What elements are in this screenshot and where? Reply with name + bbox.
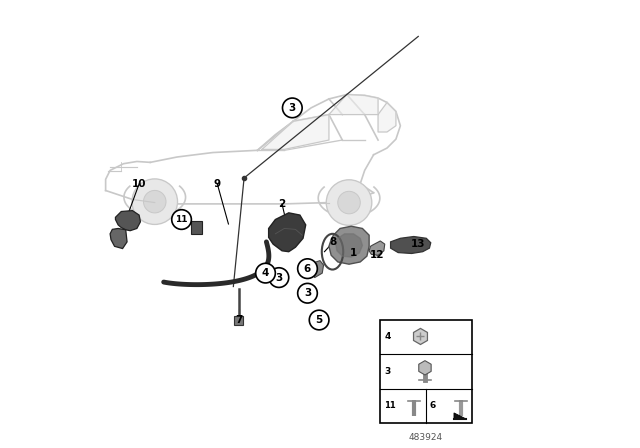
- Text: 6: 6: [429, 401, 436, 410]
- Text: 9: 9: [214, 179, 221, 189]
- Polygon shape: [335, 234, 362, 257]
- Circle shape: [256, 263, 275, 283]
- FancyBboxPatch shape: [191, 221, 202, 234]
- Text: 3: 3: [275, 272, 282, 283]
- Polygon shape: [390, 237, 431, 254]
- Polygon shape: [115, 211, 140, 231]
- Text: 8: 8: [330, 237, 337, 247]
- Polygon shape: [329, 226, 369, 264]
- Text: 3: 3: [289, 103, 296, 113]
- Text: 2: 2: [278, 199, 285, 209]
- Text: 4: 4: [262, 268, 269, 278]
- Polygon shape: [378, 103, 396, 132]
- Text: 10: 10: [132, 179, 147, 189]
- Circle shape: [298, 284, 317, 303]
- FancyBboxPatch shape: [380, 320, 472, 423]
- Text: 6: 6: [304, 264, 311, 274]
- Text: 5: 5: [316, 315, 323, 325]
- Circle shape: [172, 210, 191, 229]
- Polygon shape: [329, 95, 378, 115]
- Circle shape: [298, 259, 317, 279]
- Text: 12: 12: [370, 250, 385, 260]
- Circle shape: [143, 190, 166, 213]
- Circle shape: [338, 191, 360, 214]
- Text: 11: 11: [384, 401, 396, 410]
- FancyBboxPatch shape: [234, 315, 243, 325]
- Text: 13: 13: [411, 239, 426, 249]
- Text: 3: 3: [304, 288, 311, 298]
- Circle shape: [269, 268, 289, 288]
- Polygon shape: [269, 213, 306, 252]
- Polygon shape: [369, 241, 385, 255]
- Circle shape: [326, 180, 372, 225]
- Polygon shape: [110, 228, 127, 249]
- Circle shape: [309, 310, 329, 330]
- Polygon shape: [454, 413, 467, 419]
- Polygon shape: [262, 115, 329, 150]
- Circle shape: [282, 98, 302, 118]
- Text: 3: 3: [385, 367, 391, 376]
- Text: 1: 1: [350, 248, 357, 258]
- Circle shape: [132, 179, 177, 224]
- Text: 11: 11: [175, 215, 188, 224]
- Text: 7: 7: [235, 315, 243, 325]
- Text: 4: 4: [385, 332, 391, 341]
- Text: 483924: 483924: [409, 433, 443, 442]
- Polygon shape: [312, 261, 324, 278]
